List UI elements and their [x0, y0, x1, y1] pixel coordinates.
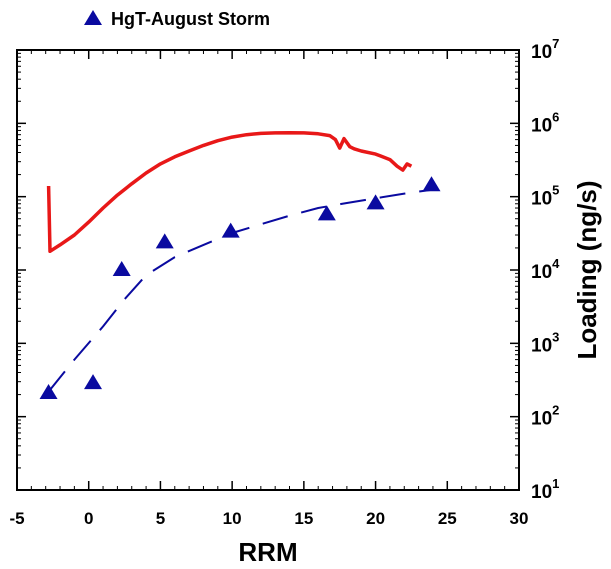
y-tick-labels: 101 102 103 104 105 106 107 [531, 36, 560, 503]
data-point-triangle [221, 222, 240, 238]
y-axis-title: Loading (ng/s) [572, 180, 602, 359]
axis-ticks [16, 49, 520, 491]
legend-label-hgt-august-storm: HgT-August Storm [111, 9, 270, 29]
data-point-triangle [366, 194, 385, 210]
legend: HgT-August Storm [84, 9, 270, 29]
x-tick-labels: -5 0 5 10 15 20 25 30 [9, 509, 528, 528]
data-point-triangle [84, 374, 103, 390]
y-tick-label: 103 [531, 329, 559, 356]
data-point-triangle [422, 176, 441, 192]
plot-area-frame [16, 49, 520, 491]
y-tick-label: 101 [531, 476, 559, 503]
x-tick-label: 10 [223, 509, 242, 528]
x-tick-label: 25 [438, 509, 457, 528]
legend-triangle-marker [84, 10, 102, 25]
x-axis-title: RRM [238, 537, 297, 567]
blue-dashed-trend-line [47, 188, 434, 393]
x-tick-label: 15 [294, 509, 313, 528]
y-tick-label: 105 [531, 183, 559, 210]
x-tick-label: 5 [156, 509, 165, 528]
x-tick-label: 20 [366, 509, 385, 528]
data-point-triangle [112, 260, 131, 276]
y-tick-label: 106 [531, 109, 559, 136]
data-point-triangle [155, 233, 174, 249]
data-point-triangle [317, 205, 336, 221]
x-tick-label: 30 [510, 509, 529, 528]
data-series [39, 130, 441, 400]
x-tick-label: 0 [84, 509, 93, 528]
y-tick-label: 104 [531, 256, 560, 283]
red-solid-curve [46, 130, 413, 254]
y-tick-label: 107 [531, 36, 559, 63]
y-tick-label: 102 [531, 403, 559, 430]
x-tick-label: -5 [9, 509, 24, 528]
